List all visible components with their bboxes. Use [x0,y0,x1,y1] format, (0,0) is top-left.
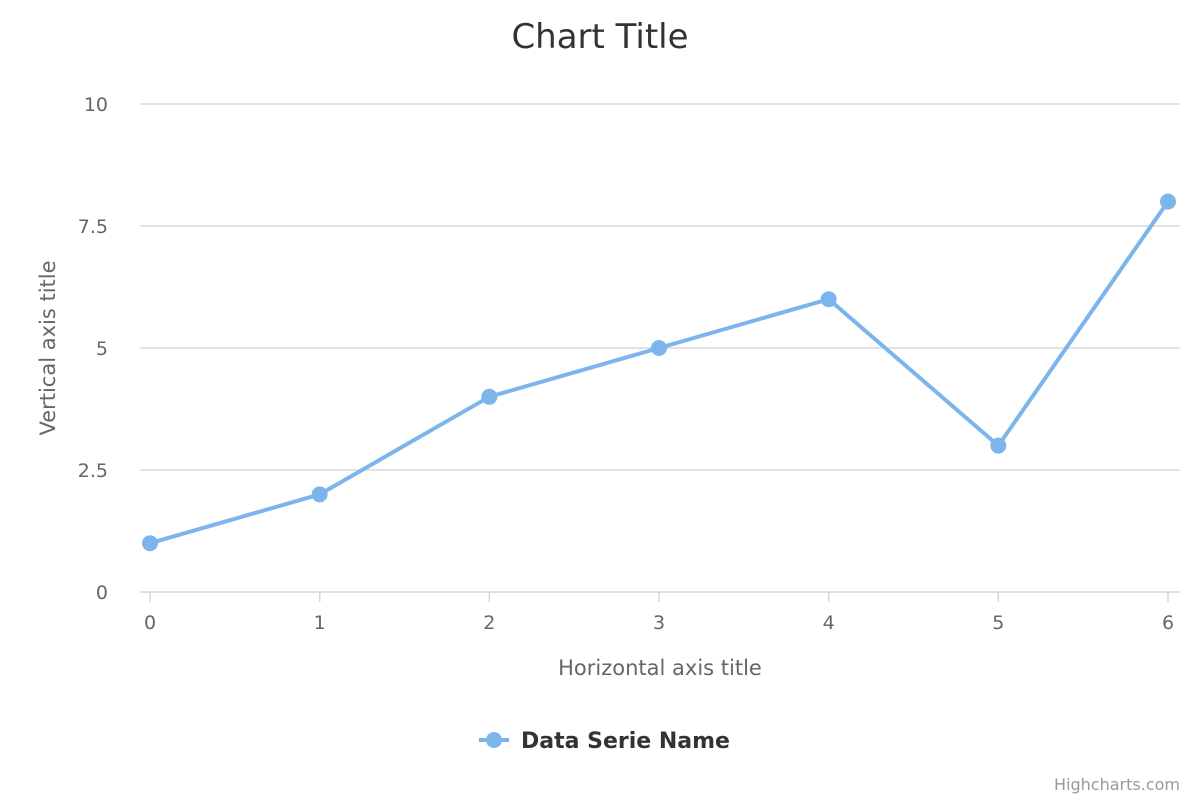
y-tick-label: 5 [96,338,108,360]
grid-lines [140,103,1180,471]
legend[interactable]: Data Serie Name [479,729,730,754]
y-axis-ticks: 0 2.5 5 7.5 10 [78,94,108,604]
y-tick-label: 2.5 [78,460,108,482]
x-axis-ticks: 0 1 2 3 4 5 6 [144,592,1174,634]
data-point[interactable] [820,291,837,308]
series-layer [142,193,1176,552]
y-tick-label: 7.5 [78,216,108,238]
x-tick-label: 6 [1162,612,1174,634]
data-point[interactable] [142,535,158,552]
series-line[interactable] [148,199,1170,546]
x-axis-title: Horizontal axis title [558,656,762,680]
credits-link[interactable]: Highcharts.com [1054,775,1180,794]
chart-title: Chart Title [511,17,688,57]
x-tick-label: 4 [823,612,835,634]
x-tick-label: 0 [144,612,156,634]
data-point[interactable] [481,388,498,405]
y-tick-label: 10 [84,94,108,116]
legend-marker-icon [486,732,502,748]
data-point[interactable] [651,340,667,356]
x-tick-label: 2 [483,612,495,634]
data-point[interactable] [990,437,1007,454]
y-tick-label: 0 [96,582,108,604]
data-point[interactable] [311,486,328,503]
data-point[interactable] [1160,193,1176,210]
y-axis-title: Vertical axis title [36,260,60,435]
x-tick-label: 1 [314,612,326,634]
x-tick-label: 5 [992,612,1004,634]
x-tick-label: 3 [653,612,665,634]
legend-label[interactable]: Data Serie Name [521,729,730,754]
